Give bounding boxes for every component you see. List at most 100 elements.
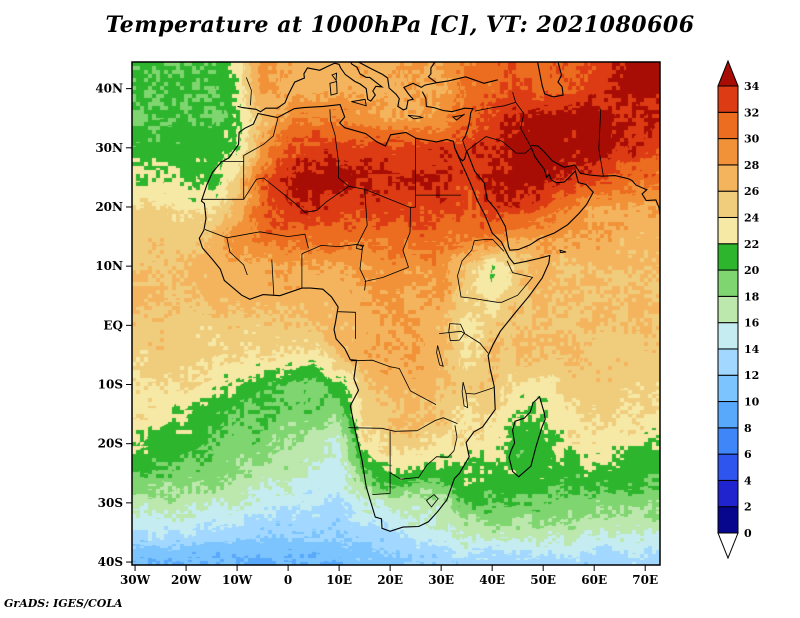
colorbar-label: 28 — [744, 159, 760, 172]
colorbar-segment — [717, 427, 739, 455]
island-outline-path — [407, 114, 425, 120]
lat-tick-label: EQ — [103, 318, 123, 332]
lat-tick-label: 40S — [98, 555, 123, 569]
colorbar-segment — [717, 269, 739, 297]
coastline-path — [508, 395, 546, 478]
country-border-path — [389, 456, 448, 480]
colorbar-segment — [717, 243, 739, 271]
country-border-path — [329, 109, 350, 187]
lat-tick-label: 10S — [98, 378, 123, 392]
colorbar-segment — [717, 216, 739, 245]
country-border-path — [338, 311, 356, 339]
country-border-path — [201, 161, 245, 200]
colorbar-label: 8 — [744, 422, 752, 435]
country-border-path — [474, 101, 516, 112]
colorbar-segment — [717, 506, 739, 534]
colorbar-label: 22 — [744, 238, 759, 251]
country-border-path — [356, 189, 368, 291]
colorbar-segment — [717, 401, 739, 429]
colorbar-segment — [717, 138, 739, 166]
coastline-path — [466, 147, 594, 251]
colorbar-label: 18 — [744, 290, 760, 303]
colorbar-label: 20 — [744, 264, 760, 277]
colorbar-segment — [717, 479, 739, 508]
colorbar-segment — [717, 374, 739, 403]
country-border-path — [447, 425, 458, 458]
country-border-path — [402, 207, 411, 268]
lat-tick-label: 10N — [95, 259, 123, 273]
country-border-path — [466, 387, 495, 395]
colorbar-label: 6 — [744, 448, 752, 461]
country-border-path — [301, 243, 358, 255]
colorbar-segment — [717, 111, 739, 140]
country-border-path — [348, 138, 416, 209]
colorbar-label: 12 — [744, 369, 759, 382]
colorbar-label: 32 — [744, 106, 759, 119]
map-lines-group — [198, 62, 660, 532]
country-border-path — [466, 136, 532, 154]
country-border-path — [512, 92, 532, 148]
colorbar-label: 0 — [744, 527, 752, 540]
island-outline-path — [351, 98, 367, 107]
island-outline-path — [329, 80, 338, 96]
plot-title: Temperature at 1000hPa [C], VT: 20210806… — [105, 12, 695, 38]
colorbar-label: 4 — [744, 474, 752, 487]
colorbar-label: 30 — [744, 133, 760, 146]
colorbar-segment — [717, 164, 739, 192]
country-border-path — [372, 431, 391, 495]
island-outline-path — [331, 72, 338, 82]
lon-tick-label: 10W — [222, 573, 253, 587]
lat-tick-label: 20N — [95, 200, 123, 214]
colorbar-segment — [717, 322, 739, 350]
country-border-path — [226, 237, 248, 276]
lon-tick-label: 10E — [326, 573, 352, 587]
island-outline-path — [451, 113, 465, 121]
lon-tick-label: 30E — [428, 573, 454, 587]
coastline-path — [427, 62, 437, 84]
map-plot-area — [132, 62, 660, 565]
lake-outline-path — [461, 382, 469, 409]
country-border-path — [243, 177, 350, 213]
colorbar-label: 34 — [744, 80, 760, 93]
country-border-path — [457, 240, 502, 303]
coastline-path — [198, 104, 551, 532]
lat-tick-label: 30S — [98, 496, 123, 510]
island-outline-path — [559, 249, 567, 253]
temperature-field-canvas — [132, 62, 660, 565]
colorbar-segment — [717, 85, 739, 113]
colorbar-label: 14 — [744, 343, 760, 356]
coastline-path — [334, 62, 384, 102]
country-border-path — [462, 139, 467, 151]
lake-outline-path — [356, 244, 365, 251]
colorbar-above-arrow — [717, 59, 739, 87]
colorbar-label: 2 — [744, 501, 752, 514]
attribution-text: GrADS: IGES/COLA — [4, 597, 123, 610]
coastline-path — [421, 91, 474, 141]
country-border-path — [348, 427, 418, 432]
colorbar-label: 10 — [744, 396, 760, 409]
lon-tick-label: 20W — [171, 573, 202, 587]
lat-tick-label: 20S — [98, 437, 123, 451]
colorbar-label: 16 — [744, 317, 760, 330]
country-border-path — [598, 108, 604, 177]
lon-tick-label: 20E — [377, 573, 403, 587]
coastline-path — [537, 62, 564, 98]
colorbar-segment — [717, 348, 739, 376]
colorbar-below-arrow — [717, 532, 739, 560]
colorbar-segment — [717, 295, 739, 324]
coastline-path — [531, 144, 660, 220]
lat-tick-label: 30N — [95, 141, 123, 155]
country-border-path — [417, 417, 458, 432]
country-border-path — [364, 266, 409, 282]
country-border-path — [220, 118, 279, 162]
country-border-path — [501, 260, 534, 303]
country-border-path — [245, 77, 252, 106]
lon-tick-label: 60E — [581, 573, 607, 587]
colorbar-segment — [717, 190, 739, 218]
coastline-path — [237, 62, 335, 113]
country-border-path — [350, 359, 437, 405]
colorbar-segment — [717, 453, 739, 481]
